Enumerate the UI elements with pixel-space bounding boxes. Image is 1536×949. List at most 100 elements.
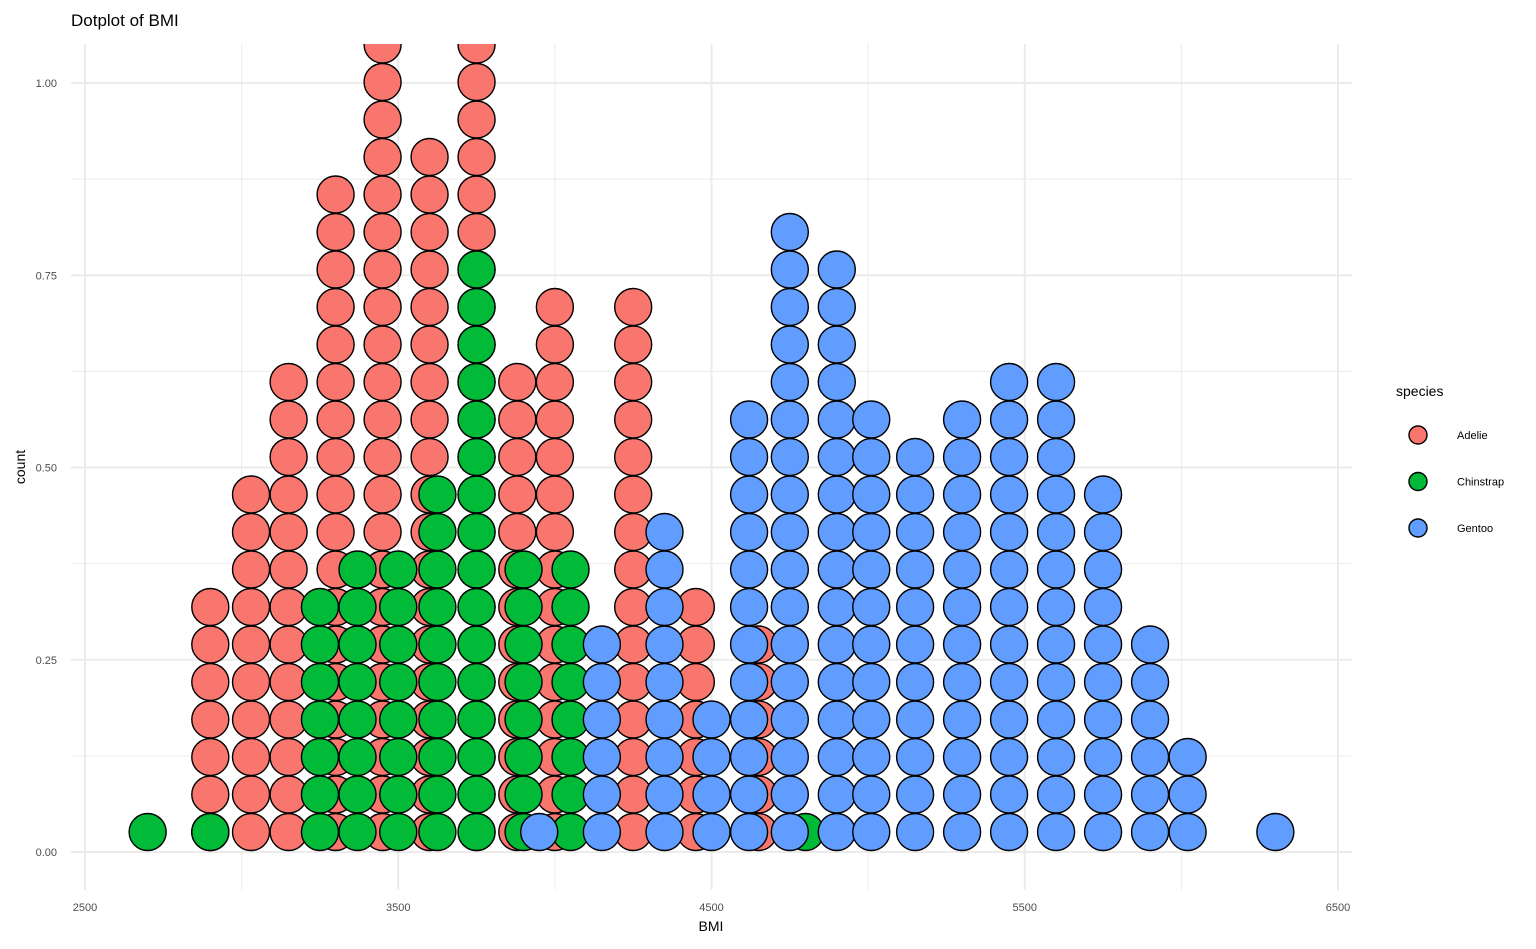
x-tick-label: 5500: [1013, 902, 1037, 914]
x-tick-label: 3500: [386, 902, 410, 914]
dot-gentoo: [852, 662, 891, 702]
dot-gentoo: [852, 812, 891, 852]
dot-gentoo: [1036, 475, 1076, 514]
dot-gentoo: [895, 550, 935, 589]
y-tick-label: 1.00: [36, 78, 57, 90]
y-tick-label: 0.25: [36, 655, 57, 667]
dot-gentoo: [770, 325, 810, 364]
dot-gentoo: [942, 737, 982, 777]
dot-chinstrap: [338, 550, 377, 589]
dot-chinstrap: [504, 550, 543, 589]
dot-gentoo: [1083, 475, 1123, 514]
dot-gentoo: [1083, 662, 1123, 702]
dot-gentoo: [817, 250, 856, 289]
dot-chinstrap: [418, 775, 457, 814]
dot-gentoo: [729, 662, 769, 702]
dot-gentoo: [692, 737, 731, 777]
dot-adelie: [363, 325, 402, 364]
dot-gentoo: [1130, 775, 1170, 814]
dot-chinstrap: [338, 700, 377, 739]
dot-chinstrap: [457, 700, 496, 739]
dot-chinstrap: [457, 437, 496, 477]
y-tick-label: 0.50: [36, 463, 57, 475]
dot-adelie: [231, 737, 271, 777]
dot-adelie: [231, 550, 271, 589]
dot-gentoo: [1130, 625, 1170, 664]
dot-chinstrap: [338, 812, 377, 852]
dot-gentoo: [895, 475, 935, 514]
dot-gentoo: [1036, 437, 1076, 477]
dot-adelie: [316, 400, 355, 439]
dot-gentoo: [1083, 700, 1123, 739]
x-tick-label: 6500: [1326, 902, 1350, 914]
dot-adelie: [613, 400, 653, 439]
dot-chinstrap: [504, 775, 543, 814]
dot-gentoo: [645, 775, 684, 814]
dot-chinstrap: [128, 812, 167, 852]
dot-chinstrap: [457, 512, 496, 552]
dot-gentoo: [942, 437, 982, 477]
dot-gentoo: [729, 625, 769, 664]
dot-gentoo: [817, 812, 856, 852]
dot-gentoo: [1036, 550, 1076, 589]
dot-gentoo: [1083, 550, 1123, 589]
dot-gentoo: [692, 775, 731, 814]
dot-chinstrap: [379, 587, 418, 627]
dot-adelie: [613, 437, 653, 477]
dot-gentoo: [1036, 812, 1076, 852]
dot-chinstrap: [457, 587, 496, 627]
dot-gentoo: [1083, 587, 1123, 627]
dot-adelie: [231, 775, 271, 814]
dot-gentoo: [942, 625, 982, 664]
dot-gentoo: [942, 550, 982, 589]
dot-gentoo: [942, 400, 982, 439]
dot-adelie: [269, 475, 308, 514]
dot-gentoo: [1168, 737, 1207, 777]
dot-gentoo: [770, 625, 810, 664]
dot-gentoo: [895, 437, 935, 477]
dot-chinstrap: [300, 737, 340, 777]
dot-adelie: [498, 400, 537, 439]
dot-adelie: [613, 325, 653, 364]
dot-adelie: [231, 587, 271, 627]
dot-chinstrap: [457, 737, 496, 777]
dot-gentoo: [645, 550, 684, 589]
dot-gentoo: [852, 437, 891, 477]
dot-adelie: [363, 250, 402, 289]
dot-adelie: [410, 287, 449, 327]
dot-adelie: [363, 437, 402, 477]
dot-adelie: [316, 512, 355, 552]
dot-gentoo: [1083, 512, 1123, 552]
dot-gentoo: [942, 662, 982, 702]
legend-label: Chinstrap: [1457, 477, 1504, 489]
dot-gentoo: [817, 775, 856, 814]
dot-gentoo: [1036, 587, 1076, 627]
dot-gentoo: [770, 662, 810, 702]
dot-gentoo: [817, 325, 856, 364]
dot-adelie: [316, 175, 355, 214]
dot-adelie: [457, 137, 496, 177]
dot-adelie: [535, 325, 575, 364]
dot-adelie: [457, 100, 496, 139]
dot-gentoo: [520, 812, 559, 852]
dots-layer: [128, 44, 1295, 852]
dot-gentoo: [1130, 737, 1170, 777]
dot-gentoo: [729, 437, 769, 477]
dot-adelie: [363, 362, 402, 402]
dot-gentoo: [1168, 775, 1207, 814]
dot-chinstrap: [418, 625, 457, 664]
dot-chinstrap: [338, 737, 377, 777]
dot-gentoo: [817, 625, 856, 664]
dot-chinstrap: [300, 662, 340, 702]
dot-gentoo: [582, 662, 622, 702]
dot-adelie: [269, 437, 308, 477]
dot-gentoo: [770, 700, 810, 739]
dot-gentoo: [942, 587, 982, 627]
dot-gentoo: [1130, 812, 1170, 852]
dot-chinstrap: [418, 700, 457, 739]
dot-adelie: [363, 62, 402, 102]
dot-adelie: [535, 437, 575, 477]
dot-chinstrap: [504, 587, 543, 627]
dot-adelie: [410, 212, 449, 252]
dot-gentoo: [770, 512, 810, 552]
